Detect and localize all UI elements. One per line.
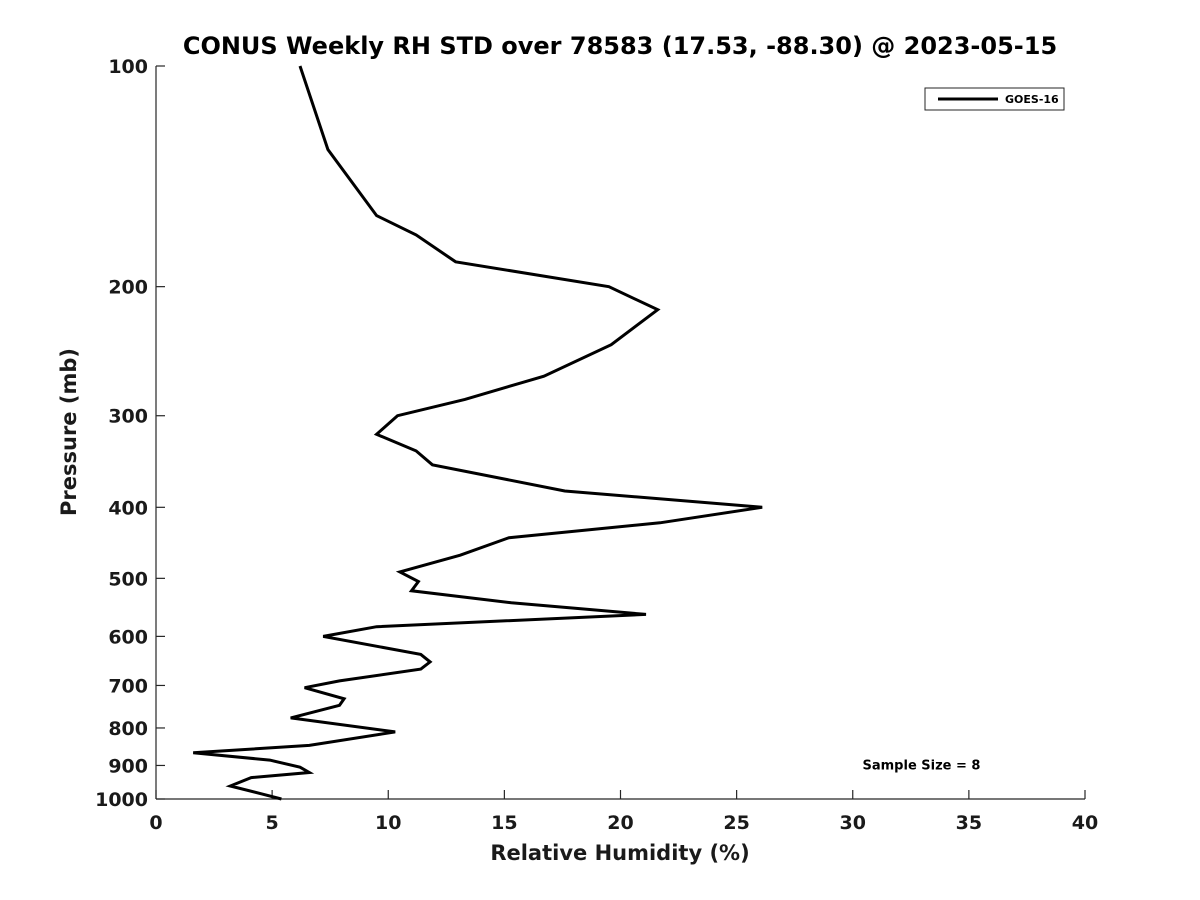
y-tick-label: 700 bbox=[108, 675, 148, 697]
y-tick-label: 900 bbox=[108, 755, 148, 777]
y-axis-ticks: 100 200 300 400 500 600 700 800 900 1000 bbox=[95, 56, 165, 811]
x-tick-label: 20 bbox=[607, 812, 633, 834]
x-tick-label: 35 bbox=[956, 812, 982, 834]
x-axis-title: Relative Humidity (%) bbox=[490, 841, 749, 865]
x-tick-label: 10 bbox=[375, 812, 401, 834]
y-tick-label: 1000 bbox=[95, 789, 148, 811]
series-layer bbox=[193, 65, 763, 801]
x-axis-ticks: 0 5 10 15 20 25 30 35 40 bbox=[149, 790, 1098, 834]
x-tick-label: 15 bbox=[491, 812, 517, 834]
y-tick-label: 400 bbox=[108, 497, 148, 519]
legend: GOES-16 bbox=[924, 87, 1065, 111]
y-axis-title: Pressure (mb) bbox=[57, 348, 81, 516]
x-tick-label: 30 bbox=[840, 812, 866, 834]
series-line-goes-16 bbox=[193, 65, 763, 801]
y-tick-label: 800 bbox=[108, 718, 148, 740]
x-tick-label: 0 bbox=[149, 812, 162, 834]
legend-label-goes-16: GOES-16 bbox=[1005, 93, 1059, 106]
y-tick-label: 100 bbox=[108, 56, 148, 78]
y-tick-label: 200 bbox=[108, 277, 148, 299]
x-tick-label: 40 bbox=[1072, 812, 1098, 834]
x-tick-label: 25 bbox=[723, 812, 749, 834]
sample-size-annotation: Sample Size = 8 bbox=[863, 758, 981, 773]
annotation-layer: Sample Size = 8 bbox=[863, 758, 981, 773]
y-tick-label: 300 bbox=[108, 406, 148, 428]
x-tick-label: 5 bbox=[266, 812, 279, 834]
y-tick-label: 600 bbox=[108, 626, 148, 648]
chart-title: CONUS Weekly RH STD over 78583 (17.53, -… bbox=[183, 32, 1057, 60]
y-tick-label: 500 bbox=[108, 568, 148, 590]
